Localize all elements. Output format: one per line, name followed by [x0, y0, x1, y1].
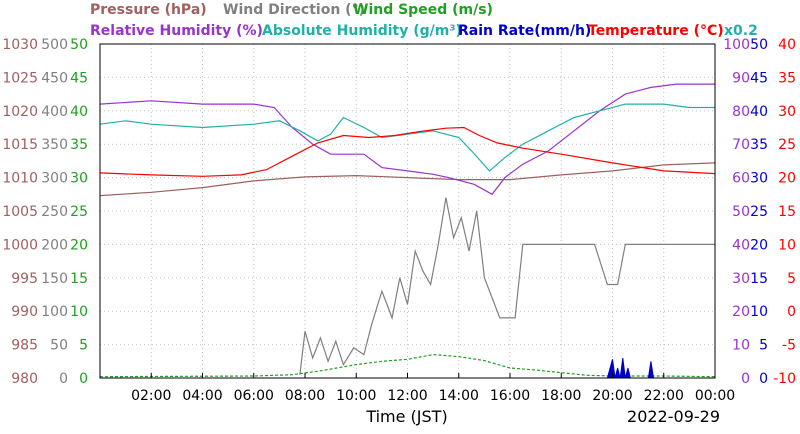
series-pressure — [99, 162, 716, 197]
y-tick-humidity: 100 — [723, 37, 750, 53]
y-tick-wind-direction: 450 — [41, 70, 68, 86]
y-tick-pressure: 1010 — [2, 171, 38, 187]
y-tick-humidity: 0 — [741, 371, 750, 387]
y-tick-wind-speed: 50 — [70, 37, 88, 53]
y-tick-temperature: -5 — [782, 338, 796, 354]
y-tick-pressure: 1005 — [2, 204, 38, 220]
x-axis: 02:00 04:00 06:00 08:00 10:00 12:00 14:00 16:00… — [131, 373, 735, 404]
y-tick-wind-speed: 35 — [70, 137, 88, 153]
y-tick-temperature: 25 — [778, 137, 796, 153]
legend-factor: x0.2 — [724, 23, 758, 39]
y-tick-wind-direction: 100 — [41, 304, 68, 320]
y-tick-wind-direction: 250 — [41, 204, 68, 220]
y-tick-rain-rate: 35 — [750, 137, 768, 153]
y-tick-temperature: 35 — [778, 70, 796, 86]
x-tick-label: 22:00 — [644, 388, 684, 404]
series-temperature — [99, 126, 716, 177]
x-tick-label: 06:00 — [234, 388, 274, 404]
y-tick-rain-rate: 0 — [759, 371, 768, 387]
y-tick-humidity: 70 — [732, 137, 750, 153]
x-tick-label: 20:00 — [592, 388, 632, 404]
y-tick-rain-rate: 10 — [750, 304, 768, 320]
y-tick-wind-speed: 20 — [70, 237, 88, 253]
legend-wind-speed: Wind Speed (m/s) — [353, 2, 493, 18]
y-tick-wind-speed: 10 — [70, 304, 88, 320]
y-tick-rain-rate: 50 — [750, 37, 768, 53]
y-tick-wind-speed: 0 — [79, 371, 88, 387]
series-wind-speed — [99, 353, 716, 378]
y-tick-temperature: 15 — [778, 204, 796, 220]
series-wind-direction — [299, 197, 715, 375]
legend: Pressure (hPa) Wind Direction (°)Wind Spe… — [90, 2, 758, 39]
date-label: 2022-09-29 — [627, 407, 720, 426]
y-tick-rain-rate: 25 — [750, 204, 768, 220]
y-tick-rain-rate: 5 — [759, 338, 768, 354]
y-tick-temperature: 20 — [778, 171, 796, 187]
y-tick-pressure: 1030 — [2, 37, 38, 53]
x-axis-title: Time (JST) — [365, 407, 447, 426]
y-tick-wind-direction: 50 — [50, 338, 68, 354]
y-tick-wind-direction: 400 — [41, 104, 68, 120]
y-tick-wind-speed: 25 — [70, 204, 88, 220]
legend-wind-direction: Wind Direction (°) — [223, 2, 365, 18]
y-tick-wind-direction: 0 — [59, 371, 68, 387]
y-tick-wind-direction: 500 — [41, 37, 68, 53]
y-tick-temperature: 0 — [787, 304, 796, 320]
series-humidity-relative — [99, 83, 715, 196]
x-tick-label: 14:00 — [439, 388, 479, 404]
y-tick-humidity: 80 — [732, 104, 750, 120]
x-tick-label: 00:00 — [695, 388, 735, 404]
y-tick-temperature: 10 — [778, 237, 796, 253]
y-tick-rain-rate: 45 — [750, 70, 768, 86]
y-tick-pressure: 980 — [11, 371, 38, 387]
y-tick-wind-direction: 300 — [41, 171, 68, 187]
grid — [100, 44, 715, 378]
y-tick-humidity: 50 — [732, 204, 750, 220]
y-tick-rain-rate: 15 — [750, 271, 768, 287]
x-tick-label: 12:00 — [387, 388, 427, 404]
y-tick-rain-rate: 20 — [750, 237, 768, 253]
y-tick-rain-rate: 30 — [750, 171, 768, 187]
y-tick-pressure: 1025 — [2, 70, 38, 86]
y-tick-humidity: 20 — [732, 304, 750, 320]
y-tick-wind-direction: 350 — [41, 137, 68, 153]
y-axes: 9809859909951000100510101015102010251030… — [2, 37, 796, 387]
x-tick-label: 16:00 — [490, 388, 530, 404]
y-tick-temperature: 40 — [778, 37, 796, 53]
series-humidity-absolute — [99, 103, 715, 172]
y-tick-humidity: 90 — [732, 70, 750, 86]
legend-rain-rate: Rain Rate(mm/h) — [458, 23, 591, 39]
legend-absolute-humidity: Absolute Humidity (g/m³) — [262, 23, 462, 39]
y-tick-humidity: 40 — [732, 237, 750, 253]
x-tick-label: 02:00 — [131, 388, 171, 404]
x-tick-label: 08:00 — [285, 388, 325, 404]
y-tick-pressure: 985 — [11, 338, 38, 354]
legend-temperature: Temperature (°C) — [588, 23, 724, 39]
legend-pressure: Pressure (hPa) — [90, 2, 207, 18]
y-tick-rain-rate: 40 — [750, 104, 768, 120]
y-tick-wind-direction: 200 — [41, 237, 68, 253]
y-tick-wind-speed: 15 — [70, 271, 88, 287]
y-tick-pressure: 990 — [11, 304, 38, 320]
y-tick-pressure: 1000 — [2, 237, 38, 253]
y-tick-pressure: 1015 — [2, 137, 38, 153]
y-tick-wind-direction: 150 — [41, 271, 68, 287]
y-tick-wind-speed: 40 — [70, 104, 88, 120]
y-tick-temperature: -10 — [773, 371, 796, 387]
x-tick-label: 04:00 — [182, 388, 222, 404]
y-tick-temperature: 5 — [787, 271, 796, 287]
x-tick-label: 10:00 — [336, 388, 376, 404]
y-tick-wind-speed: 30 — [70, 171, 88, 187]
y-tick-humidity: 60 — [732, 171, 750, 187]
legend-relative-humidity: Relative Humidity (%) — [90, 23, 263, 39]
y-tick-pressure: 1020 — [2, 104, 38, 120]
y-tick-humidity: 30 — [732, 271, 750, 287]
x-tick-label: 18:00 — [541, 388, 581, 404]
y-tick-humidity: 10 — [732, 338, 750, 354]
y-tick-wind-speed: 45 — [70, 70, 88, 86]
y-tick-pressure: 995 — [11, 271, 38, 287]
y-tick-temperature: 30 — [778, 104, 796, 120]
y-tick-wind-speed: 5 — [79, 338, 88, 354]
